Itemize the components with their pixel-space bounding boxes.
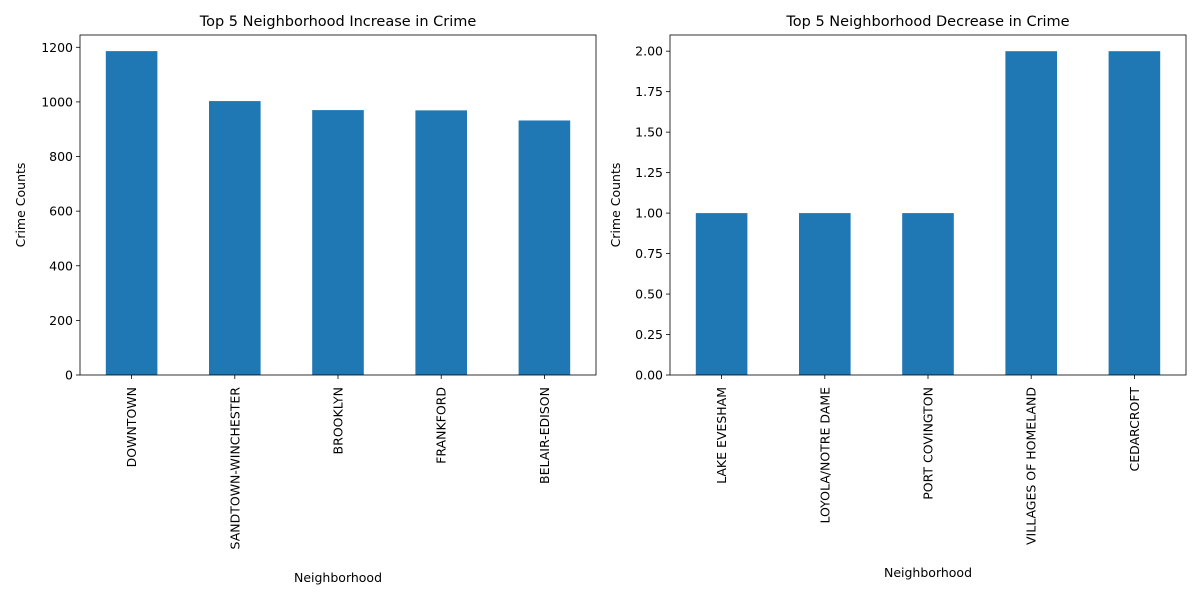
y-tick-label: 0 bbox=[65, 368, 73, 383]
bar-1 bbox=[209, 101, 261, 376]
chart-title: Top 5 Neighborhood Decrease in Crime bbox=[785, 14, 1069, 30]
bar-0 bbox=[695, 213, 748, 375]
y-tick-label: 400 bbox=[49, 258, 73, 273]
x-tick-label: LOYOLA/NOTRE DAME bbox=[817, 387, 832, 524]
bar-4 bbox=[518, 120, 571, 376]
x-tick-label: PORT COVINGTON bbox=[921, 387, 936, 500]
x-tick-label: SANDTOWN-WINCHESTER bbox=[227, 387, 242, 550]
y-tick-label: 0.25 bbox=[635, 327, 663, 342]
x-tick-label: LAKE EVESHAM bbox=[714, 387, 729, 484]
chart-decrease: Top 5 Neighborhood Decrease in Crime Nei… bbox=[608, 14, 1187, 580]
y-tick-label: 1.00 bbox=[635, 206, 663, 221]
bar-1 bbox=[799, 213, 851, 375]
y-tick-label: 600 bbox=[49, 204, 73, 219]
bar-3 bbox=[415, 110, 467, 375]
y-tick-label: 1.25 bbox=[635, 165, 663, 180]
bar-3 bbox=[1005, 51, 1057, 375]
y-tick-label: 2.00 bbox=[635, 44, 663, 59]
y-tick-label: 1200 bbox=[41, 40, 73, 55]
x-tick-label: CEDARCROFT bbox=[1127, 387, 1142, 472]
y-tick-label: 0.00 bbox=[635, 368, 663, 383]
bar-0 bbox=[105, 51, 158, 375]
chart-increase: Top 5 Neighborhood Increase in Crime Nei… bbox=[13, 14, 597, 585]
y-tick-label: 1.75 bbox=[635, 84, 663, 99]
y-axis-label: Crime Counts bbox=[13, 163, 28, 248]
bar-2 bbox=[312, 110, 364, 375]
bar-4 bbox=[1108, 51, 1161, 375]
y-tick-label: 1.50 bbox=[635, 125, 663, 140]
y-tick-label: 1000 bbox=[41, 94, 73, 109]
x-tick-label: DOWNTOWN bbox=[124, 387, 139, 467]
y-tick-label: 0.50 bbox=[635, 287, 663, 302]
x-tick-label: FRANKFORD bbox=[434, 387, 449, 464]
y-tick-label: 800 bbox=[49, 149, 73, 164]
bar-2 bbox=[902, 213, 954, 375]
x-axis-label: Neighborhood bbox=[884, 565, 972, 580]
x-tick-label: VILLAGES OF HOMELAND bbox=[1024, 387, 1039, 545]
chart-title: Top 5 Neighborhood Increase in Crime bbox=[199, 14, 477, 30]
y-tick-label: 200 bbox=[49, 313, 73, 328]
x-axis-label: Neighborhood bbox=[294, 570, 382, 585]
x-tick-label: BROOKLYN bbox=[331, 387, 346, 454]
y-tick-label: 0.75 bbox=[635, 246, 663, 261]
x-tick-label: BELAIR-EDISON bbox=[537, 387, 552, 484]
y-axis-label: Crime Counts bbox=[608, 163, 623, 248]
